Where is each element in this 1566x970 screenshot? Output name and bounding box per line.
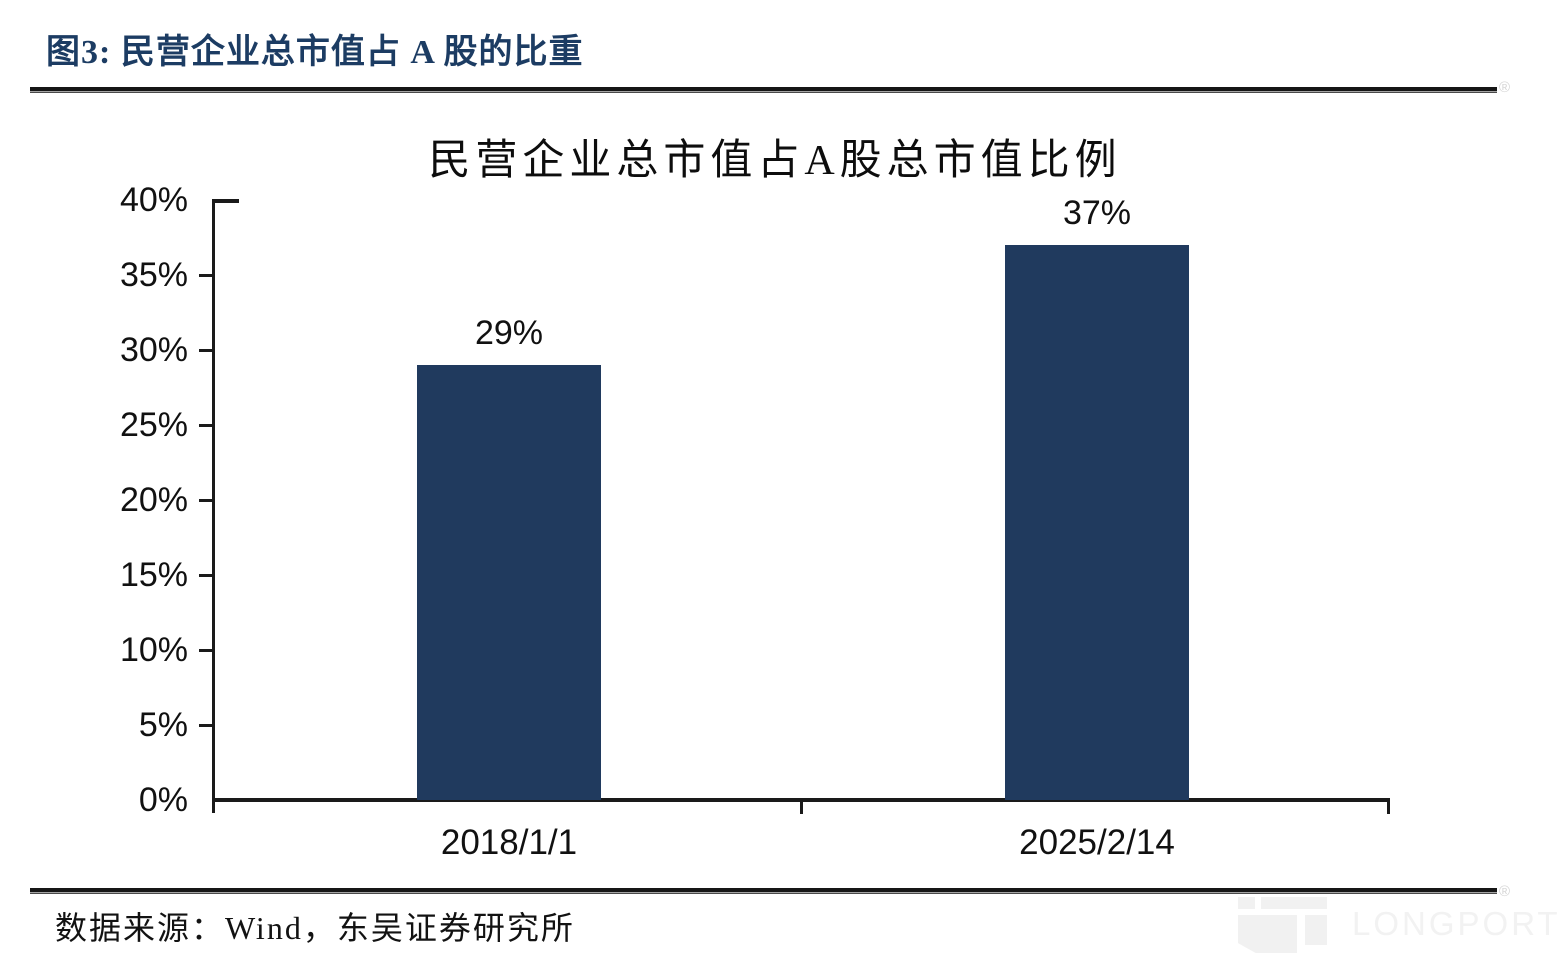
data-source: 数据来源：Wind，东吴证券研究所: [55, 910, 575, 946]
x-axis-line: [212, 798, 1390, 802]
y-axis-tick: [199, 424, 212, 427]
x-axis-tick: [1387, 802, 1390, 814]
logo-block: [1238, 897, 1255, 909]
bar-value-label: 37%: [1062, 194, 1132, 232]
bar-value-label: 29%: [474, 314, 544, 352]
y-axis-label: 10%: [119, 631, 188, 669]
y-axis-line: [212, 200, 215, 813]
y-axis-label: 0%: [138, 781, 188, 819]
y-axis-label: 35%: [119, 256, 188, 294]
y-axis-label: 15%: [119, 556, 188, 594]
y-axis-label: 40%: [119, 181, 188, 219]
y-axis-label: 20%: [119, 481, 188, 519]
registered-mark-top: ®: [1499, 79, 1511, 96]
y-axis-tick: [199, 349, 212, 352]
logo-block: [1305, 915, 1327, 945]
footer-divider: [30, 888, 1497, 894]
y-axis-tick: [199, 274, 212, 277]
y-axis-label: 25%: [119, 406, 188, 444]
x-axis-category-label: 2025/2/14: [1019, 823, 1175, 862]
y-axis-label: 5%: [138, 706, 188, 744]
logo-block: [1261, 897, 1327, 909]
longport-logo-icon: [1238, 897, 1328, 953]
y-axis-label: 30%: [119, 331, 188, 369]
registered-mark-bottom: ®: [1499, 883, 1511, 900]
x-axis-tick: [800, 802, 803, 814]
chart-title: 民营企业总市值占A股总市值比例: [428, 138, 1122, 184]
logo-block: [1238, 915, 1297, 953]
y-axis-tick: [199, 649, 212, 652]
chart-bar: [1005, 245, 1189, 800]
x-axis-category-label: 2018/1/1: [440, 823, 578, 862]
header-divider: [30, 87, 1497, 93]
y-axis-tick: [199, 724, 212, 727]
y-axis-tick: [199, 499, 212, 502]
y-axis-top-tick: [212, 199, 239, 203]
chart-bar: [417, 365, 601, 800]
longport-watermark-text: LONGPORT: [1352, 905, 1561, 942]
y-axis-tick: [199, 574, 212, 577]
figure-title: 图3: 民营企业总市值占 A 股的比重: [46, 34, 584, 71]
